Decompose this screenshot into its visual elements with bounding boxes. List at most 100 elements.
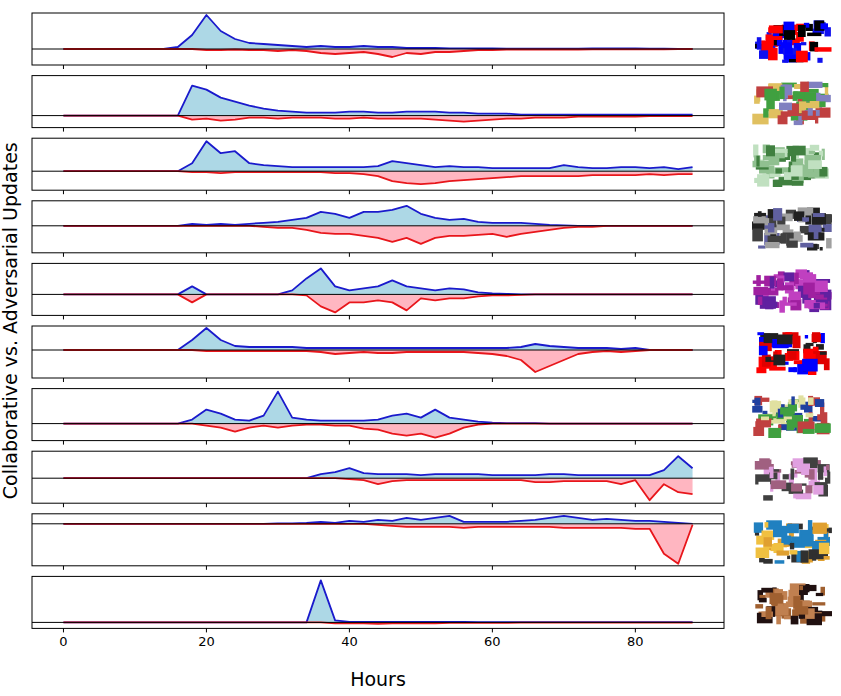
thumbnail-pixel	[776, 168, 783, 173]
plot-area	[32, 268, 724, 312]
area-line	[63, 392, 692, 424]
thumbnail-pixel	[820, 247, 823, 251]
thumbnail-pixel	[803, 429, 815, 434]
thumbnail-pixel	[782, 285, 793, 290]
thumbnail	[753, 269, 832, 312]
thumbnail-pixel	[755, 604, 763, 608]
frame	[32, 514, 724, 566]
thumbnail-pixel	[779, 103, 792, 111]
x-tick	[63, 441, 64, 445]
thumbnail-pixel	[791, 396, 794, 405]
thumbnail-pixel	[808, 291, 815, 299]
thumbnail-pixel	[791, 616, 799, 625]
thumbnail-pixel	[815, 47, 832, 52]
thumbnail-pixel	[816, 593, 823, 596]
x-tick	[635, 628, 636, 632]
thumbnail-pixel	[806, 413, 814, 417]
frame	[32, 263, 724, 315]
x-tick-label: 80	[627, 634, 644, 649]
thumbnail-pixel	[807, 82, 822, 88]
thumbnail-pixel	[812, 334, 821, 342]
thumbnail-pixel	[774, 302, 777, 308]
panel	[32, 138, 724, 194]
x-tick	[349, 441, 350, 445]
x-tick	[492, 315, 493, 319]
thumbnail-pixel	[793, 494, 803, 499]
thumbnail-pixel	[768, 428, 781, 438]
x-tick	[349, 503, 350, 507]
thumbnail-pixel	[776, 615, 781, 624]
x-tick	[206, 378, 207, 382]
thumbnail-pixel	[783, 297, 787, 305]
x-tick	[635, 253, 636, 257]
zero-line	[32, 350, 724, 351]
frame	[32, 138, 724, 190]
thumbnail-pixel	[808, 396, 813, 406]
x-tick	[349, 566, 350, 570]
thumbnail-pixel	[783, 48, 797, 54]
x-tick	[63, 190, 64, 194]
thumbnail-pixel	[769, 25, 783, 33]
area-fill	[63, 141, 692, 171]
x-tick	[206, 190, 207, 194]
thumbnail-pixel	[770, 467, 774, 479]
x-tick	[492, 190, 493, 194]
thumbnail-pixel	[768, 288, 779, 296]
thumbnail-pixel	[800, 243, 813, 248]
thumbnail-pixel	[759, 558, 765, 563]
thumbnail-pixel	[812, 214, 826, 225]
thumbnail-pixel	[806, 343, 814, 346]
thumbnail-pixel	[802, 217, 809, 221]
thumbnail-pixel	[777, 335, 793, 345]
thumbnail-pixel	[807, 33, 821, 37]
x-tick	[635, 441, 636, 445]
area-fill	[63, 424, 692, 438]
area-fill	[63, 456, 692, 478]
x-tick	[349, 628, 350, 632]
x-tick	[635, 128, 636, 132]
plot-area	[32, 392, 724, 438]
thumbnail-pixel	[826, 465, 829, 471]
x-tick	[492, 65, 493, 69]
zero-line	[32, 622, 724, 623]
area-line	[63, 294, 692, 312]
x-tick	[492, 378, 493, 382]
x-tick	[63, 566, 64, 570]
area-line	[63, 580, 692, 622]
area-line	[63, 171, 692, 184]
area-line	[63, 424, 692, 438]
thumbnail-pixel	[813, 523, 827, 534]
x-tick	[492, 566, 493, 570]
thumbnail	[753, 145, 829, 188]
area-line	[63, 268, 692, 294]
thumbnail-pixel	[758, 297, 763, 305]
zero-line	[32, 171, 724, 172]
thumbnail-pixel	[777, 278, 784, 290]
frame	[32, 13, 724, 65]
thumbnail	[755, 457, 831, 500]
thumbnail-pixel	[787, 352, 796, 360]
x-tick-label: 40	[341, 634, 358, 649]
thumbnail-pixel	[784, 272, 795, 281]
x-tick	[492, 128, 493, 132]
x-tick	[206, 315, 207, 319]
thumbnail-pixel	[805, 485, 812, 493]
thumbnail-pixel	[772, 406, 775, 416]
x-tick	[206, 128, 207, 132]
area-fill	[63, 350, 692, 372]
zero-line	[32, 294, 724, 295]
thumbnail	[752, 395, 831, 438]
thumbnail-pixel	[766, 607, 772, 620]
thumbnail-pixel	[801, 550, 809, 562]
thumbnail-pixel	[769, 158, 780, 165]
thumbnail-pixel	[756, 548, 770, 559]
thumbnail-pixel	[763, 559, 772, 564]
area-line	[63, 524, 692, 564]
zero-line	[32, 523, 724, 524]
area-fill	[63, 226, 692, 244]
thumbnail-pixel	[792, 181, 804, 186]
panel	[32, 201, 724, 257]
thumbnail-pixel	[755, 421, 771, 427]
thumbnail-pixel	[763, 495, 773, 500]
thumbnail-pixel	[809, 151, 815, 154]
